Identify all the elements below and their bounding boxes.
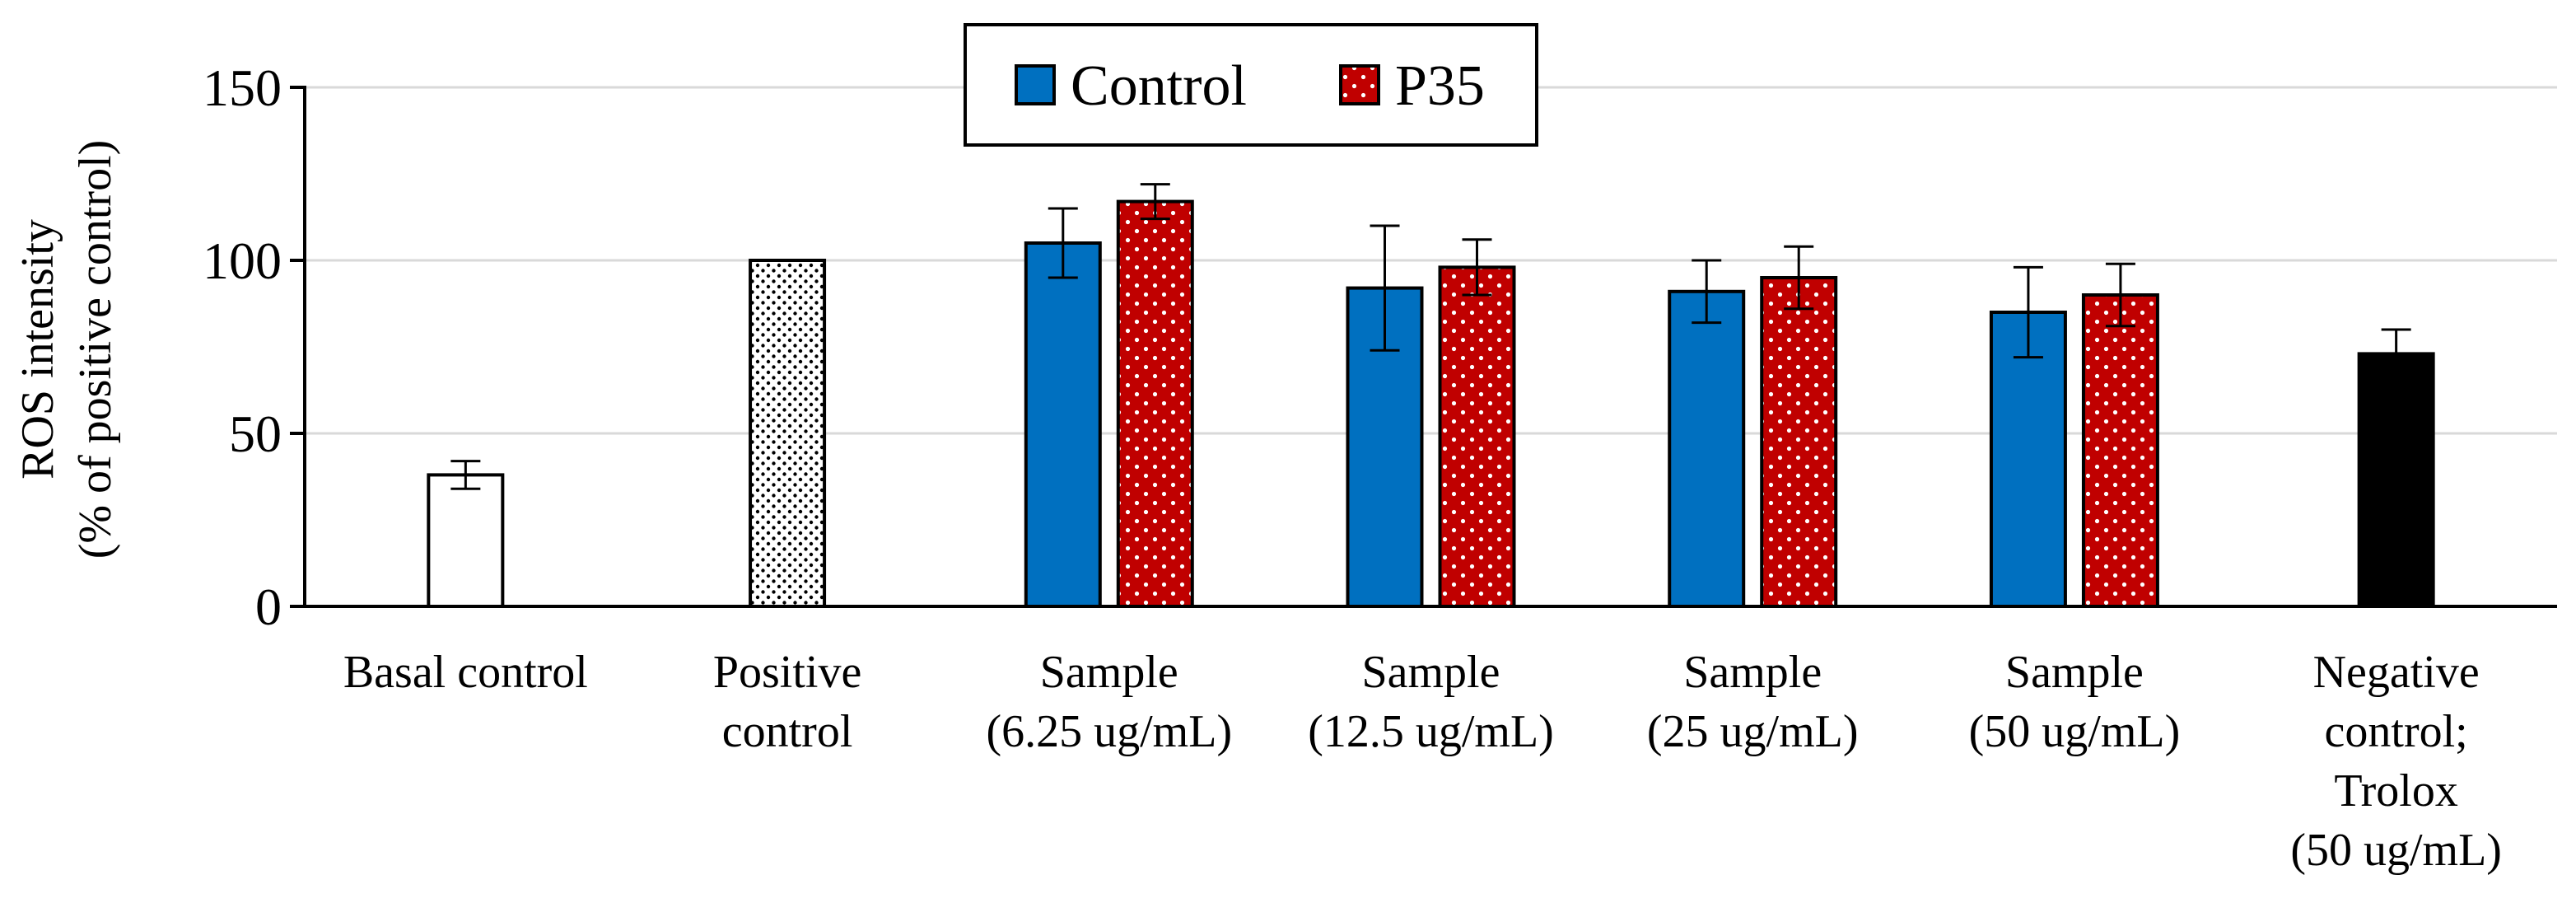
y-tick-label: 0 xyxy=(255,578,282,636)
x-category-label: Sample (50 ug/mL) xyxy=(1969,647,2181,757)
y-axis-title-line: (% of positive control) xyxy=(70,140,121,559)
x-category-label-line: Basal control xyxy=(343,647,588,698)
x-category-label-line: (25 ug/mL) xyxy=(1647,706,1859,757)
y-tick-label: 100 xyxy=(203,232,282,290)
bars xyxy=(427,199,2435,609)
bar-control xyxy=(1668,289,1746,608)
legend-box xyxy=(964,23,1538,147)
bar-p35 xyxy=(1760,276,1838,608)
bar-black xyxy=(2357,352,2435,608)
legend: Control P35 xyxy=(964,23,1538,147)
x-category-label-line: (50 ug/mL) xyxy=(2290,825,2502,876)
x-category-label-line: Negative xyxy=(2313,647,2480,698)
labels: 0 50 100 150 Basal control Positive control Sam… xyxy=(12,58,2502,876)
error-bars xyxy=(450,183,2411,490)
x-category-label: Sample (12.5 ug/mL) xyxy=(1308,647,1554,757)
bar-dots-white xyxy=(749,259,827,608)
x-category-label-line: Positive xyxy=(713,647,861,698)
x-category-label-line: Trolox xyxy=(2334,765,2457,816)
bar-p35 xyxy=(1116,199,1194,608)
y-tick-label: 150 xyxy=(203,58,282,117)
x-category-label-line: Sample xyxy=(1362,647,1500,698)
y-axis-title: ROS intensity (% of positive control) xyxy=(12,140,121,559)
y-axis-title-line: ROS intensity xyxy=(12,219,63,480)
x-category-label-line: (6.25 ug/mL) xyxy=(986,706,1232,757)
legend-swatch-control xyxy=(1015,64,1056,105)
x-category-label-line: control xyxy=(722,706,853,757)
x-category-label: Basal control xyxy=(343,647,588,698)
axes xyxy=(290,86,2557,608)
y-tick-label: 50 xyxy=(229,405,282,463)
x-category-label-line: Sample xyxy=(2005,647,2144,698)
legend-label-control: Control xyxy=(1071,54,1247,118)
legend-swatch-p35 xyxy=(1339,64,1380,105)
x-category-label: Sample (25 ug/mL) xyxy=(1647,647,1859,757)
x-category-label-line: control; xyxy=(2325,706,2468,757)
legend-label-p35: P35 xyxy=(1395,54,1485,118)
x-category-label-line: (50 ug/mL) xyxy=(1969,706,2181,757)
bar-control xyxy=(1024,241,1102,608)
x-category-label: Positive control xyxy=(713,647,861,757)
x-category-label-line: Sample xyxy=(1040,647,1178,698)
x-category-label: Sample (6.25 ug/mL) xyxy=(986,647,1232,757)
bar-p35 xyxy=(1438,265,1516,608)
x-category-label: Negative control; Trolox (50 ug/mL) xyxy=(2290,647,2502,876)
x-category-label-line: (12.5 ug/mL) xyxy=(1308,706,1554,757)
x-category-label-line: Sample xyxy=(1683,647,1822,698)
bar-white xyxy=(427,473,505,609)
bar-p35 xyxy=(2081,293,2159,608)
